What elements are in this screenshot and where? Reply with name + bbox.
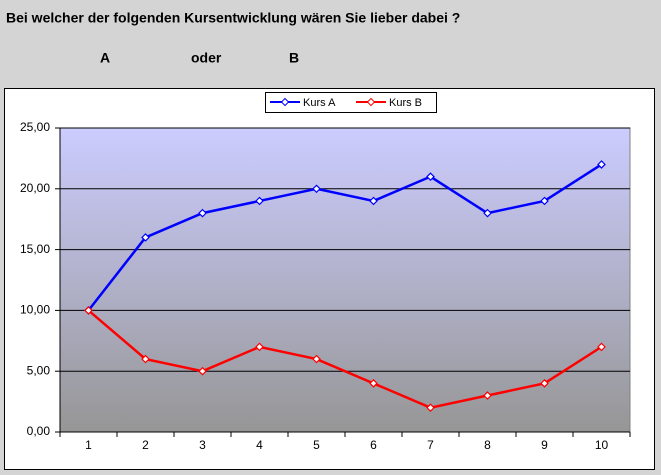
point-marker: [483, 208, 492, 218]
series-line: [87, 163, 603, 312]
option-b: B: [289, 50, 299, 66]
point-marker: [141, 354, 150, 364]
point-marker: [540, 196, 549, 206]
y-tick-label: 5,00: [27, 363, 51, 377]
point-marker: [597, 160, 606, 169]
connector: oder: [191, 50, 222, 66]
x-tick-label: 3: [199, 438, 206, 452]
question: Bei welcher der folgenden Kursentwicklun…: [6, 10, 460, 26]
x-tick-label: 8: [484, 438, 491, 452]
marks: [84, 160, 606, 413]
point-marker: [255, 342, 264, 352]
point-marker: [540, 379, 549, 388]
grid: 0,00 5,00 10,00 15,00 20,00 25,00 1 2 3 4 5 6 7 8 9 10: [20, 120, 631, 452]
point-marker: [426, 403, 435, 413]
point-marker: [198, 208, 207, 218]
option-a: A: [100, 50, 110, 66]
x-tick-label: 4: [256, 438, 263, 452]
point-marker: [483, 391, 492, 400]
legend: [265, 92, 437, 113]
x-tick-label: 9: [541, 438, 548, 452]
y-tick-label: 0,00: [27, 424, 51, 438]
point-marker: [141, 233, 150, 242]
x-tick-label: 6: [370, 438, 377, 452]
x-tick-label: 7: [427, 438, 434, 452]
point-marker: [369, 379, 378, 388]
legend-label: Kurs A: [303, 97, 336, 109]
point-marker: [312, 184, 321, 194]
point-marker: [597, 342, 606, 352]
y-tick-label: 20,00: [20, 181, 50, 195]
x-tick-label: 1: [85, 438, 92, 452]
point-marker: [426, 172, 435, 181]
point-marker: [198, 366, 207, 376]
x-tick-label: 2: [142, 438, 149, 452]
legend-marker: [366, 97, 376, 107]
series-line: [87, 309, 603, 409]
x-tick-label: 10: [595, 438, 609, 452]
point-marker: [84, 306, 93, 315]
point-marker: [255, 196, 264, 206]
y-tick-label: 10,00: [20, 303, 50, 317]
legend-marker: [280, 97, 290, 107]
point-marker: [369, 196, 378, 206]
y-tick-label: 15,00: [20, 242, 50, 256]
y-tick-label: 25,00: [20, 120, 50, 134]
x-tick-label: 5: [313, 438, 320, 452]
legend-label: Kurs B: [389, 97, 422, 109]
point-marker: [312, 354, 321, 364]
